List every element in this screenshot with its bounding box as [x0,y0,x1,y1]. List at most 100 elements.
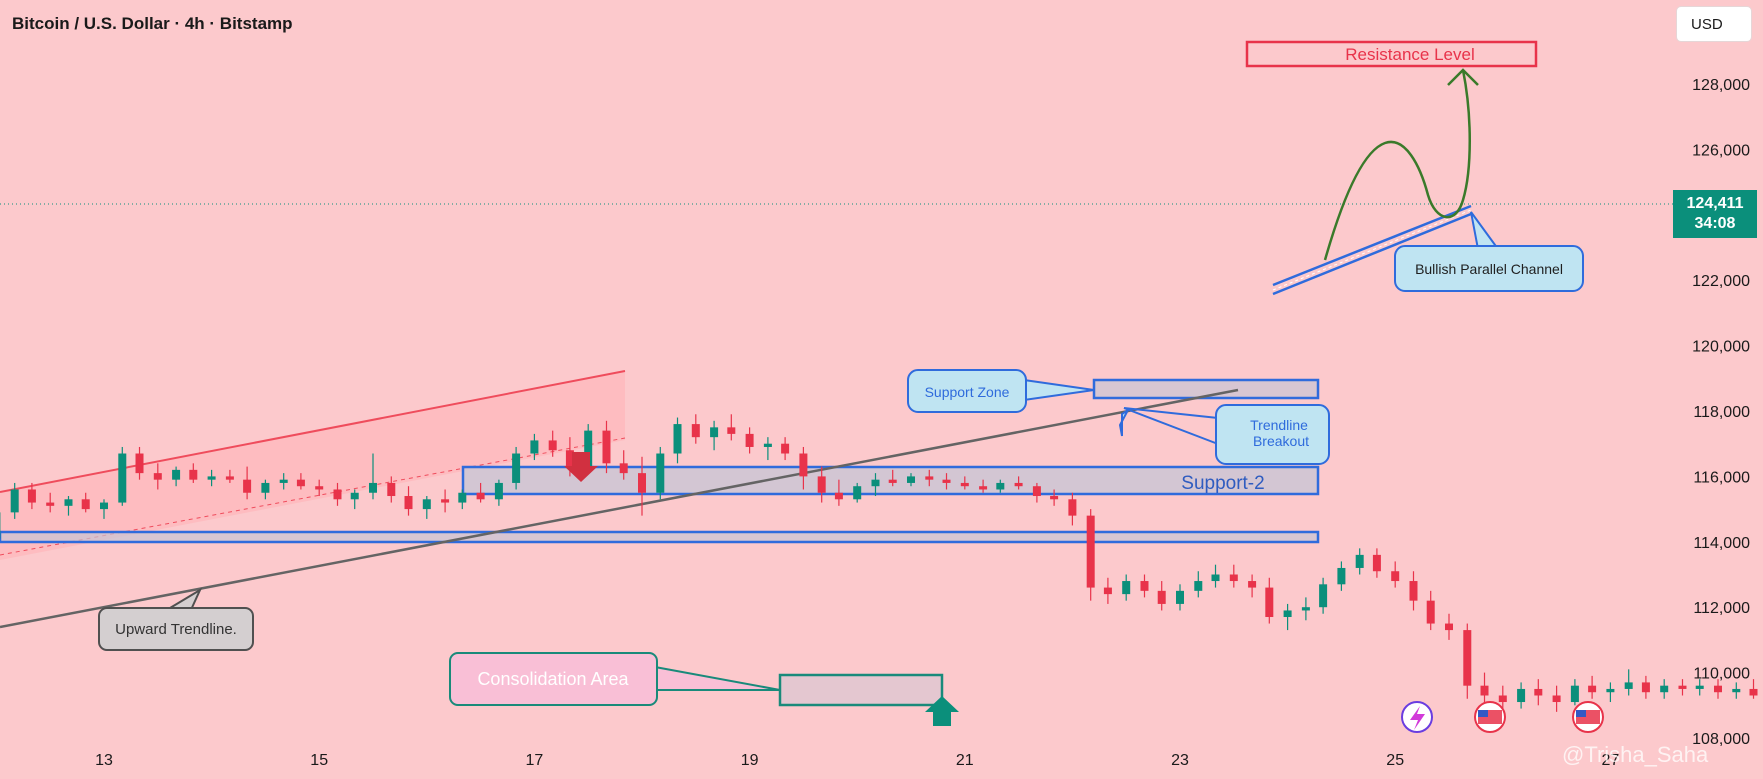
candle-body [602,430,611,464]
candle [1355,548,1364,575]
price-tick-label: 120,000 [1692,339,1750,356]
candle [81,492,90,513]
candle-body [745,433,754,447]
candle-body [279,479,288,483]
candle-body [1103,587,1112,595]
candle [296,473,305,490]
channel-upper-line[interactable] [0,370,626,493]
candle [315,479,324,497]
consolidation-box[interactable] [778,673,944,707]
candle-body [64,499,73,506]
candle [1103,577,1112,604]
candle-body [1517,688,1526,703]
candle-body [638,473,646,493]
candle [745,427,754,454]
price-axis[interactable]: 108,000 110,000 112,000 114,000 116,000 118,0… [1692,77,1750,748]
ascending-channel-fill [0,371,625,560]
candle [243,466,252,500]
candle [1641,675,1650,699]
candle [1157,581,1166,611]
trendline-breakout-label: Trendline Breakout [1250,417,1312,449]
candle-body [673,424,682,454]
candle-body [189,469,198,480]
candle-body [369,482,377,493]
candle [1660,679,1669,699]
candle [207,469,216,487]
candle [1248,574,1257,598]
candle-body [1534,688,1543,696]
trendline-breakout-line-1: Trendline [1250,417,1308,433]
candle [1032,482,1041,503]
consolidation-callout[interactable] [449,652,658,706]
candle-body [1211,574,1220,582]
candle-body [565,450,574,467]
candle [476,482,485,503]
candle [27,482,36,510]
time-tick-label: 19 [741,752,759,769]
candle [942,473,951,490]
candle-body [1480,685,1489,696]
candle [1409,571,1418,611]
candle-body [1714,685,1722,693]
candle-body [118,453,127,503]
bullish-channel-upper[interactable] [1272,204,1472,287]
candle-body [27,489,36,503]
support-line-band[interactable] [0,530,1320,544]
time-tick-label: 13 [95,752,113,769]
upward-trendline[interactable] [0,388,1239,629]
time-tick-label: 17 [526,752,544,769]
candle [1176,584,1184,611]
candle [619,450,628,480]
candle [1068,492,1077,526]
candle-body [512,453,521,483]
candle [1014,476,1023,490]
trendline-breakout-callout-pointer [1118,409,1129,437]
candle [888,469,897,487]
candle-body [1641,682,1650,693]
candle-body [1732,688,1741,693]
candle [1301,597,1310,621]
candle-body [387,482,396,497]
bullish-channel-callout[interactable] [1394,245,1584,292]
resistance-level-box[interactable] [1245,40,1538,68]
candle-body [584,430,593,467]
candle [710,420,719,451]
upward-trendline-callout[interactable] [98,607,254,651]
price-tick-label: 108,000 [1692,731,1750,748]
candle [799,446,808,490]
candle-body [135,453,144,474]
currency-selector-button[interactable]: USD [1676,6,1752,42]
candle [153,463,162,490]
time-axis[interactable]: 131517192123252729Oct3579 [95,752,1763,769]
candle [1570,679,1579,706]
candle [225,469,234,483]
candle [727,414,736,441]
candle [1050,489,1059,506]
bullish-channel-label: Bullish Parallel Channel [1415,261,1563,277]
upward-trendline-label: Upward Trendline. [115,621,237,638]
candle-body [172,469,181,480]
support-2-label: Support-2 [1181,473,1264,494]
price-tick-label: 112,000 [1693,600,1750,617]
candle-body [656,453,665,493]
candle-body [333,489,342,500]
projection-arrow-head [1447,68,1479,86]
price-tick-label: 116,000 [1693,469,1750,486]
candle-body [871,479,880,487]
candle [458,489,467,510]
candle [441,489,450,513]
bullish-channel-lower[interactable] [1272,212,1472,296]
candle-body [404,496,413,510]
support-zone-callout[interactable] [907,369,1027,413]
candle-body [853,486,862,500]
candle [530,433,539,461]
candle [10,482,19,519]
candle [548,430,557,457]
candlestick-series[interactable] [0,159,1763,712]
candle-body [261,482,270,493]
price-tick-label: 122,000 [1692,273,1750,290]
candle-body [1355,554,1364,568]
trendline-breakout-callout[interactable] [1215,404,1330,465]
candle [1606,682,1615,703]
